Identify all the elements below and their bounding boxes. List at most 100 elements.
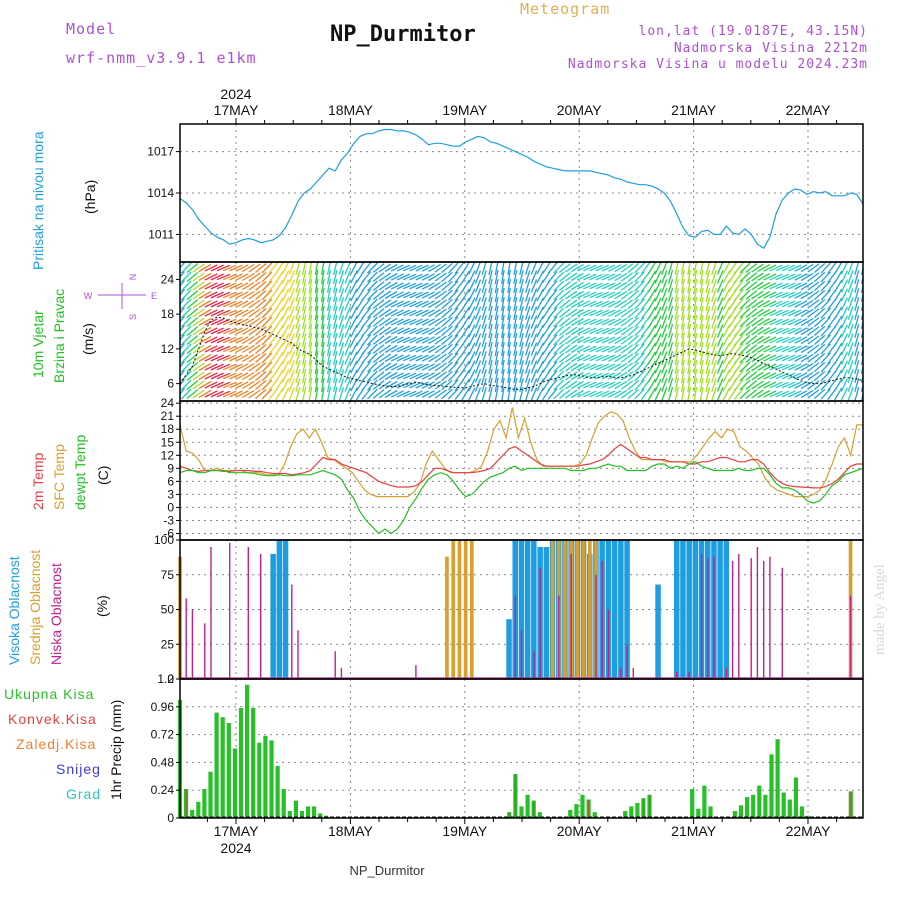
wind-arrow: [378, 371, 392, 381]
wind-arrow: [647, 351, 657, 365]
wind-arrow: [180, 334, 192, 346]
wind-arrow: [409, 273, 423, 281]
wind-arrow: [186, 389, 199, 399]
wind-arrow: [661, 324, 668, 338]
wind-arrow: [501, 287, 505, 303]
wind-arrow: [415, 354, 429, 362]
wind-arrow: [794, 327, 808, 335]
wind-arrow: [468, 360, 476, 374]
wind-arrow: [733, 289, 744, 301]
wind-arrow: [513, 278, 518, 294]
wind-arrow: [595, 282, 609, 290]
wind-arrow: [474, 315, 482, 329]
high-cloud-bar: [674, 540, 680, 679]
high-cloud-bar: [680, 540, 686, 679]
wind-arrow: [501, 305, 505, 321]
wind-arrow: [229, 300, 243, 308]
wind-arrow: [699, 332, 704, 348]
convective-rain-bar: [850, 791, 852, 818]
wind-arrow: [716, 333, 724, 347]
wind-arrow: [601, 354, 616, 362]
wind-arrow: [654, 306, 662, 320]
wind-arrow: [186, 299, 199, 309]
wind-arrow: [769, 390, 783, 398]
wind-arrow: [192, 290, 205, 300]
wind-arrow: [559, 344, 571, 354]
wind-arrow: [344, 342, 351, 356]
wind-arrow: [350, 342, 358, 356]
wind-arrow: [763, 309, 777, 317]
wind-arrow: [186, 308, 199, 318]
wind-arrow: [751, 290, 764, 300]
wind-arrow: [361, 298, 372, 310]
wind-arrow: [384, 272, 398, 282]
wind-arrow: [547, 343, 558, 355]
wind-arrow: [621, 389, 634, 399]
wind-arrow: [608, 390, 622, 398]
wind-arrow: [536, 262, 544, 275]
wind-arrow: [860, 354, 863, 365]
wind-arrow: [350, 297, 358, 311]
wind-arrow: [711, 342, 717, 356]
wind-arrow: [461, 262, 470, 275]
total-rain-bar: [263, 735, 268, 818]
wind-arrow: [621, 353, 634, 363]
wind-arrow: [800, 380, 814, 390]
wind-arrow: [693, 262, 698, 276]
cloud-tick-label: 100: [154, 533, 174, 547]
wind-arrow: [661, 360, 668, 374]
wind-arrow: [474, 279, 482, 293]
wind-arrow: [241, 326, 255, 336]
wind-arrow: [847, 324, 854, 338]
wind-arrow: [338, 306, 345, 320]
wind-arrow: [421, 354, 435, 362]
high-cloud-bar: [686, 540, 692, 679]
wind-arrow: [589, 381, 603, 389]
wind-arrow: [361, 271, 372, 283]
wind-arrow: [757, 390, 771, 398]
wind-arrow: [834, 351, 843, 365]
wind-arrow: [468, 342, 476, 356]
wind-arrow: [301, 333, 307, 347]
wind-arrow: [367, 280, 378, 292]
wind-arrow: [474, 360, 482, 374]
wind-arrow: [834, 378, 843, 392]
wind-arrow: [674, 342, 679, 356]
wind-arrow: [254, 290, 267, 300]
wind-arrow: [338, 378, 345, 392]
wind-arrow: [372, 308, 385, 318]
wind-arrow: [494, 287, 499, 303]
wind-arrow: [647, 369, 657, 383]
wind-arrow: [275, 369, 284, 383]
wind-arrow: [461, 324, 470, 338]
wind-arrow: [757, 273, 771, 281]
wind-arrow: [288, 387, 295, 401]
wind-arrow: [180, 280, 192, 292]
wind-arrow: [519, 288, 524, 302]
wind-arrow: [541, 262, 551, 275]
wind-arrow: [860, 318, 863, 329]
wind-arrow: [687, 269, 691, 285]
wind-arrow: [553, 334, 565, 346]
total-rain-bar: [220, 717, 225, 818]
wind-arrow: [565, 344, 578, 354]
wind-arrow: [524, 342, 531, 356]
wind-arrow: [180, 262, 192, 274]
wind-arrow: [647, 378, 657, 392]
wind-arrow: [447, 379, 459, 391]
wind-arrow: [840, 387, 848, 401]
wind-arrow: [570, 263, 584, 273]
wind-arrow: [807, 335, 820, 345]
wind-arrow: [372, 353, 385, 363]
wind-arrow: [447, 370, 459, 382]
wind-arrow: [344, 262, 351, 275]
total-rain-bar: [519, 806, 524, 818]
wind-arrow: [860, 363, 863, 374]
low-cloud-bar: [676, 672, 678, 679]
wind-arrow: [447, 316, 459, 328]
wind-arrow: [275, 288, 284, 302]
wind-arrow: [326, 262, 331, 276]
wind-arrow: [261, 307, 273, 319]
wind-arrow: [794, 354, 808, 362]
wind-arrow: [222, 282, 237, 290]
